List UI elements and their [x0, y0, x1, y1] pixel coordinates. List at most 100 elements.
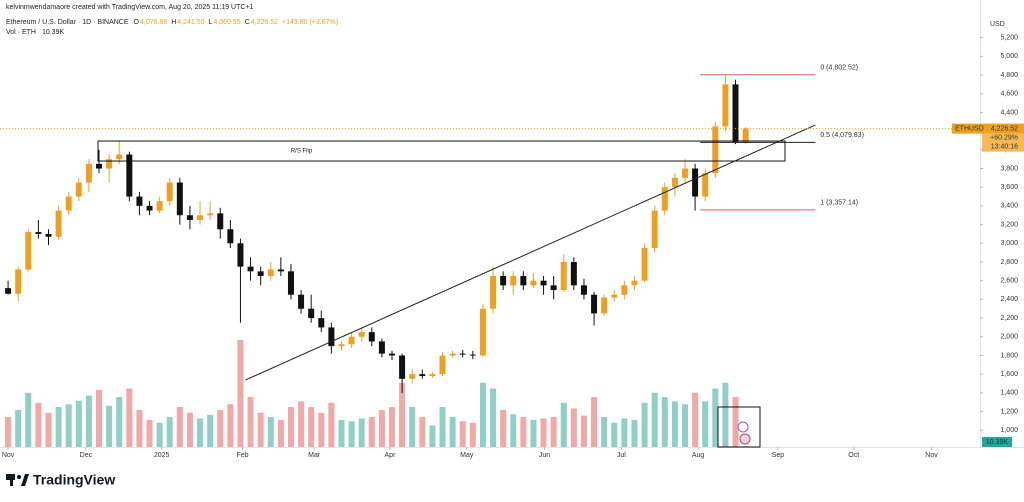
- volume-bar: [621, 418, 628, 447]
- candle-body: [156, 201, 163, 211]
- candle-body: [409, 374, 416, 379]
- ohlc-key: C: [245, 19, 250, 26]
- candle-body: [318, 318, 325, 328]
- volume-bar: [389, 407, 395, 447]
- trendline: [245, 124, 816, 381]
- candle-body: [25, 232, 32, 270]
- volume-bar: [338, 419, 345, 447]
- volume-bar: [25, 392, 32, 447]
- volume-bar: [459, 421, 466, 447]
- candle-body: [126, 154, 133, 197]
- ohlc-key: L: [209, 19, 213, 26]
- brand-name: TradingView: [33, 472, 115, 488]
- candle-body: [449, 353, 456, 356]
- volume-bar: [368, 417, 375, 447]
- logo-part: [21, 474, 29, 486]
- volume-bar: [55, 407, 62, 447]
- y-tick-label: 4,400: [1000, 109, 1018, 116]
- volume-bar: [479, 382, 486, 447]
- x-tick-label: Sep: [772, 452, 785, 459]
- volume-bar: [96, 389, 103, 447]
- sr-zone: [97, 140, 786, 162]
- volume-bar: [358, 418, 365, 447]
- volume-bar: [550, 417, 557, 447]
- ohlc-value: 4,226.52: [251, 19, 278, 26]
- volume-bar: [237, 340, 244, 447]
- candle-body: [580, 285, 587, 295]
- volume-bar: [520, 417, 527, 447]
- volume-bar: [5, 417, 12, 447]
- volume-tag: [982, 437, 1012, 447]
- volume-bar: [641, 402, 648, 447]
- volume-bar: [661, 397, 668, 447]
- candle-body: [116, 154, 123, 160]
- y-tick-label: 2,000: [1000, 334, 1018, 341]
- volume-bar: [681, 404, 688, 447]
- candle-body: [550, 285, 557, 291]
- volume-tag-label: 10.39K: [986, 439, 1009, 446]
- plot: [5, 74, 749, 447]
- candle-body: [186, 215, 193, 220]
- candle-body: [722, 84, 729, 127]
- candle-body: [399, 355, 406, 379]
- volume-bar: [712, 388, 719, 447]
- y-tick-label: 2,200: [1000, 315, 1018, 322]
- volume-bar: [399, 382, 406, 447]
- candle-body: [560, 261, 567, 291]
- x-tick-label: Nov: [925, 452, 938, 459]
- logo-part: [17, 475, 21, 479]
- ohlc-key: O: [134, 19, 140, 26]
- candle-body: [591, 294, 598, 314]
- event-icon: [739, 433, 751, 445]
- candle-body: [378, 341, 385, 354]
- y-tick-label: 3,600: [1000, 184, 1018, 191]
- candle-body: [237, 243, 244, 267]
- volume-bar: [217, 409, 224, 447]
- volume-label: Vol · ETH: [6, 29, 36, 36]
- candle-body: [45, 233, 52, 237]
- volume-bar: [560, 402, 567, 447]
- candle-body: [96, 163, 103, 169]
- volume-bar: [591, 397, 598, 447]
- x-tick-label: May: [460, 452, 474, 459]
- volume-bar: [601, 417, 608, 447]
- candle-body: [621, 285, 628, 295]
- candle-body: [459, 353, 466, 355]
- volume-bar: [530, 419, 537, 447]
- volume-bar: [257, 412, 264, 447]
- countdown: 13:40:16: [991, 143, 1018, 150]
- fib-label: 1 (3,357.14): [820, 200, 858, 207]
- candle-body: [611, 294, 618, 298]
- candle-body: [601, 297, 608, 314]
- price-tag-extra: [982, 133, 1024, 152]
- candle-body: [429, 374, 436, 377]
- candle-body: [520, 276, 527, 286]
- candle-body: [166, 182, 173, 202]
- candle-body: [641, 247, 648, 281]
- volume-bar: [348, 421, 355, 447]
- event-icon: [737, 421, 749, 433]
- price-tag: [952, 123, 1024, 134]
- change-pct: +60.29%: [990, 134, 1018, 141]
- candle-body: [419, 374, 426, 377]
- ohlc-key: H: [171, 19, 176, 26]
- y-tick-label: 1,800: [1000, 352, 1018, 359]
- candle-body: [308, 308, 315, 319]
- volume-bar: [722, 382, 729, 447]
- candle-body: [287, 271, 294, 295]
- candle-body: [267, 269, 274, 277]
- highlight-box: [717, 406, 761, 448]
- candle-body: [176, 182, 183, 216]
- candle-body: [227, 229, 234, 244]
- y-tick-label: 1,400: [1000, 390, 1018, 397]
- y-tick-label: 3,400: [1000, 203, 1018, 210]
- symbol-tag: ETHUSD: [955, 125, 984, 132]
- y-tick-label: 5,000: [1000, 53, 1018, 60]
- candle-body: [146, 205, 153, 211]
- volume-bar: [35, 402, 42, 447]
- volume-bar: [409, 407, 416, 447]
- volume-bar: [702, 401, 709, 447]
- volume-bar: [156, 422, 163, 447]
- candle-body: [368, 332, 375, 342]
